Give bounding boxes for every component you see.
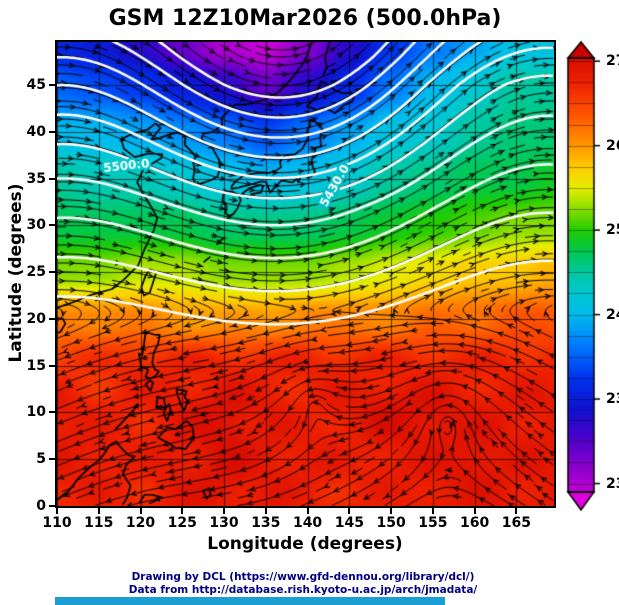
x-tick-label: 165 [501, 515, 532, 531]
y-tick-mark [49, 458, 55, 461]
y-tick-label: 15 [26, 357, 46, 374]
y-tick-mark [49, 505, 55, 507]
y-tick-label: 30 [26, 217, 46, 234]
y-tick-mark [49, 364, 55, 367]
x-tick-mark [306, 508, 309, 514]
x-tick-label: 155 [418, 515, 448, 531]
chart-title: GSM 12Z10Mar2026 (500.0hPa) [108, 6, 502, 31]
colorbar-tick-label: 246 [606, 306, 619, 323]
y-tick-mark [49, 177, 55, 180]
x-tick-label: 110 [42, 515, 72, 531]
x-axis-title: Longitude (degrees) [207, 534, 403, 554]
x-tick-mark [56, 508, 58, 514]
y-tick-label: 40 [26, 123, 46, 140]
x-tick-mark [97, 508, 100, 514]
colorbar-tick-label: 238 [606, 391, 619, 408]
y-tick-label: 20 [26, 310, 46, 327]
colorbar-tick-label: 230 [606, 475, 619, 492]
credit-line-1: Drawing by DCL (https://www.gfd-dennou.o… [131, 571, 475, 583]
x-tick-label: 125 [167, 515, 197, 531]
x-tick-mark [223, 508, 226, 514]
x-tick-label: 135 [251, 515, 281, 531]
x-tick-mark [181, 508, 184, 514]
x-tick-label: 120 [125, 515, 156, 531]
x-tick-mark [139, 508, 142, 514]
y-tick-label: 10 [26, 404, 46, 421]
colorbar-tick-label: 254 [606, 222, 619, 239]
x-tick-mark [473, 508, 476, 514]
colorbar-tick-label: 262 [606, 137, 619, 154]
y-axis-title: Latitude (degrees) [6, 183, 26, 363]
x-tick-label: 160 [460, 515, 490, 531]
y-tick-mark [49, 271, 55, 274]
y-tick-mark [49, 224, 55, 227]
credit-line-2: Data from http://database.rish.kyoto-u.a… [128, 584, 478, 596]
decorative-bottom-strip [55, 597, 445, 605]
y-tick-label: 5 [36, 451, 46, 468]
x-tick-mark [515, 508, 518, 514]
plot-frame [55, 40, 556, 508]
colorbar-tick-label: 270 [606, 53, 619, 70]
y-tick-mark [49, 317, 55, 320]
colorbar [562, 40, 602, 512]
x-tick-label: 150 [376, 515, 406, 531]
x-tick-mark [431, 508, 434, 514]
x-tick-mark [264, 508, 267, 514]
x-tick-label: 140 [292, 515, 323, 531]
y-tick-label: 0 [36, 498, 46, 514]
x-tick-label: 115 [84, 515, 114, 531]
y-tick-mark [49, 84, 55, 87]
x-tick-label: 145 [334, 515, 364, 531]
x-tick-mark [390, 508, 393, 514]
y-tick-label: 45 [26, 77, 46, 94]
y-tick-label: 35 [26, 170, 46, 187]
y-tick-label: 25 [26, 264, 46, 281]
y-tick-mark [49, 130, 55, 133]
plot-canvas [57, 42, 554, 506]
y-tick-mark [49, 411, 55, 414]
x-tick-label: 130 [209, 515, 239, 531]
x-tick-mark [348, 508, 351, 514]
